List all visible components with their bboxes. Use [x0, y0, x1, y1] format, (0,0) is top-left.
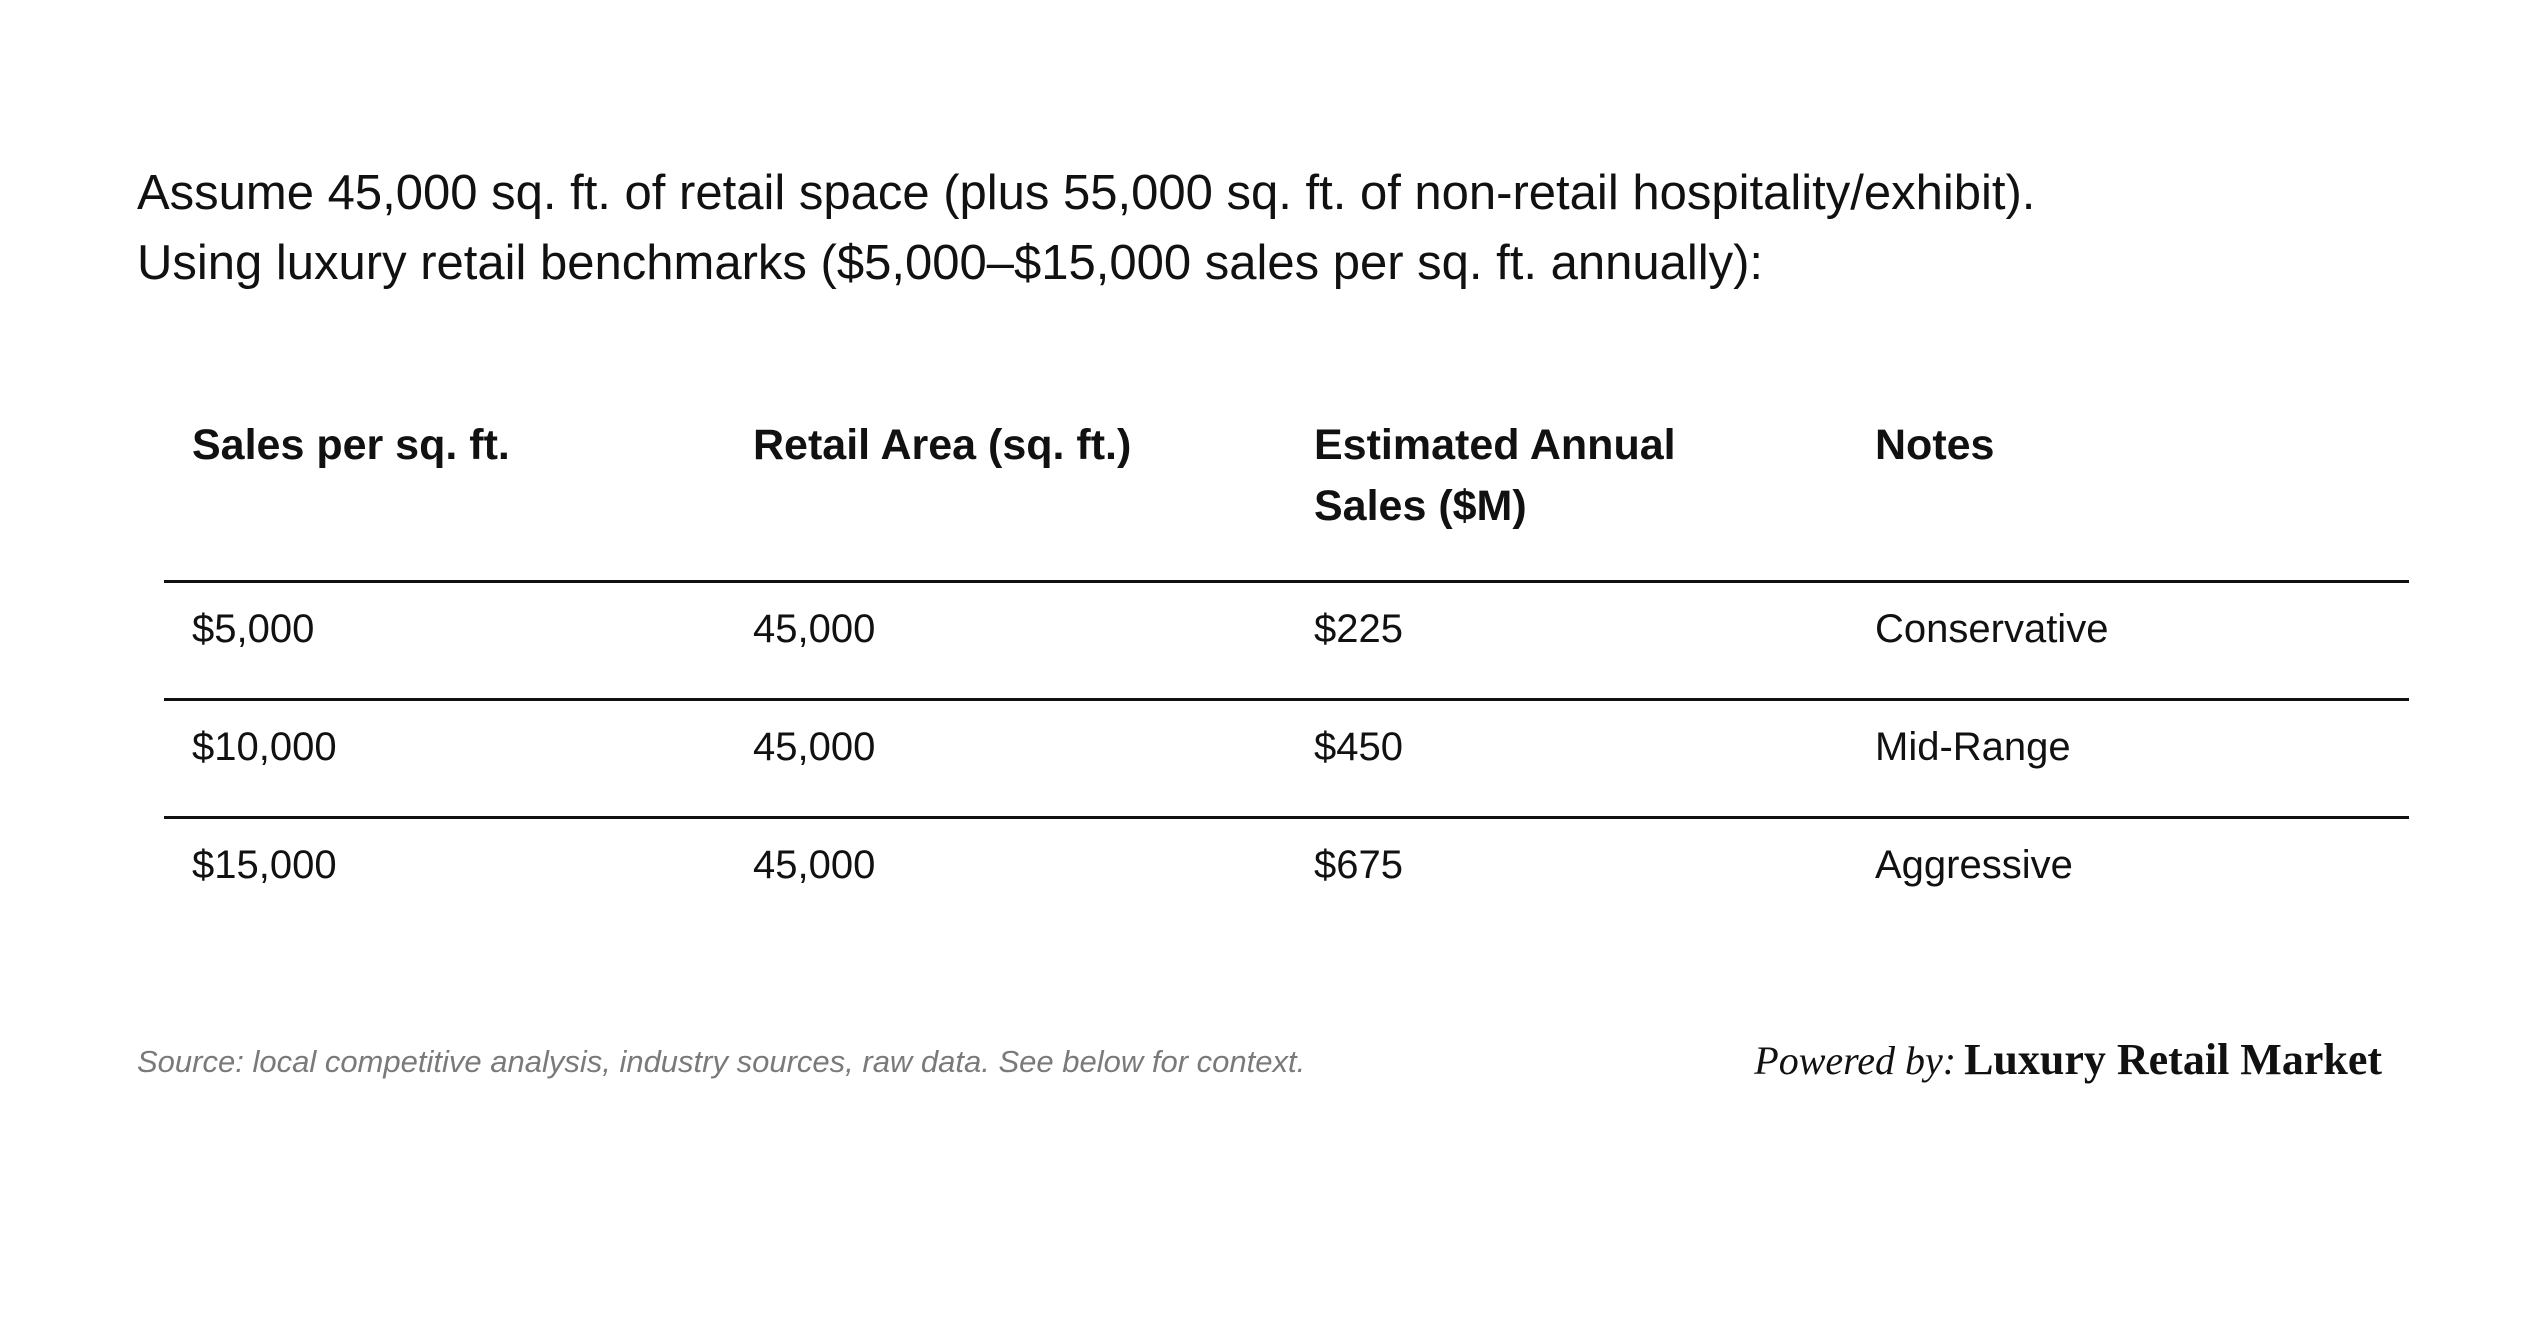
table-cell: 45,000 [753, 725, 876, 769]
brand-name: Luxury Retail Market [1964, 1035, 2382, 1084]
header-label: Notes [1875, 421, 1995, 469]
source-note: Source: local competitive analysis, indu… [137, 1044, 1306, 1079]
table-cell: Conservative [1875, 607, 2109, 651]
intro-line-1: Assume 45,000 sq. ft. of retail space (p… [137, 166, 2036, 220]
table-cell: 45,000 [753, 607, 876, 651]
header-notes: Notes [1847, 415, 2409, 476]
header-retail-area: Retail Area (sq. ft.) [725, 415, 1286, 476]
header-label: Sales per sq. ft. [192, 421, 510, 469]
intro-text: Assume 45,000 sq. ft. of retail space (p… [137, 158, 2437, 298]
table-cell: $10,000 [192, 725, 337, 769]
intro-line-2: Using luxury retail benchmarks ($5,000–$… [137, 236, 1764, 290]
header-label: Retail Area (sq. ft.) [753, 421, 1132, 469]
table-row: $10,000 45,000 $450 Mid-Range [164, 698, 2409, 816]
header-sales-per-sqft: Sales per sq. ft. [164, 415, 725, 476]
header-label: Sales ($M) [1314, 482, 1527, 530]
table-cell: Mid-Range [1875, 725, 2071, 769]
table-cell: $450 [1314, 725, 1403, 769]
sales-table: Sales per sq. ft. Retail Area (sq. ft.) … [164, 415, 2409, 934]
table-cell: Aggressive [1875, 843, 2073, 887]
table-row: $5,000 45,000 $225 Conservative [164, 580, 2409, 698]
powered-by: Powered by: Luxury Retail Market [1754, 1034, 2382, 1085]
table-cell: $225 [1314, 607, 1403, 651]
table-cell: $15,000 [192, 843, 337, 887]
table-row: $15,000 45,000 $675 Aggressive [164, 816, 2409, 934]
table-cell: 45,000 [753, 843, 876, 887]
table-cell: $5,000 [192, 607, 315, 651]
table-header-row: Sales per sq. ft. Retail Area (sq. ft.) … [164, 415, 2409, 580]
table-cell: $675 [1314, 843, 1403, 887]
header-estimated-sales: Estimated Annual Sales ($M) [1286, 415, 1847, 537]
powered-by-label: Powered by: [1754, 1038, 1957, 1083]
header-label: Estimated Annual [1314, 421, 1676, 469]
